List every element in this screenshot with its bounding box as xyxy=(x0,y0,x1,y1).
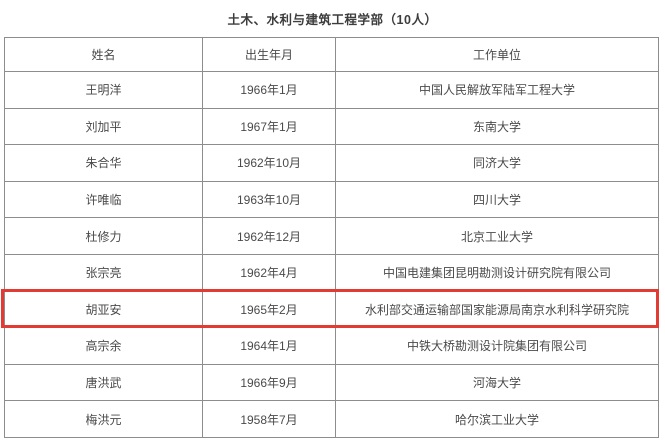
cell-org: 河海大学 xyxy=(335,363,659,402)
table-row: 梅洪元 1958年7月 哈尔滨工业大学 xyxy=(4,400,659,438)
cell-org: 中国人民解放军陆军工程大学 xyxy=(335,71,659,109)
table-row: 张宗亮 1962年4月 中国电建集团昆明勘测设计研究院有限公司 xyxy=(4,253,659,292)
table-row: 杜修力 1962年12月 北京工业大学 xyxy=(4,217,659,255)
cell-birth: 1966年1月 xyxy=(202,71,336,109)
cell-birth: 1967年1月 xyxy=(202,107,336,146)
cell-birth: 1962年4月 xyxy=(202,253,336,292)
cell-org: 哈尔滨工业大学 xyxy=(335,400,659,438)
table-row: 许唯临 1963年10月 四川大学 xyxy=(4,180,659,219)
cell-org: 同济大学 xyxy=(335,144,659,182)
cell-org: 中国电建集团昆明勘测设计研究院有限公司 xyxy=(335,253,659,292)
table-row: 王明洋 1966年1月 中国人民解放军陆军工程大学 xyxy=(4,71,659,109)
cell-birth: 1963年10月 xyxy=(202,180,336,219)
table-row: 高宗余 1964年1月 中铁大桥勘测设计院集团有限公司 xyxy=(4,327,659,365)
cell-birth: 1962年12月 xyxy=(202,217,336,255)
cell-org: 北京工业大学 xyxy=(335,217,659,255)
cell-name: 唐洪武 xyxy=(4,363,203,402)
cell-birth: 1965年2月 xyxy=(202,290,336,329)
cell-org: 东南大学 xyxy=(335,107,659,146)
cell-name: 杜修力 xyxy=(4,217,203,255)
cell-name: 朱合华 xyxy=(4,144,203,182)
page-title: 土木、水利与建筑工程学部（10人） xyxy=(227,13,438,27)
cell-org: 四川大学 xyxy=(335,180,659,219)
cell-name: 胡亚安 xyxy=(4,290,203,329)
members-table: 姓名 出生年月 工作单位 王明洋 1966年1月 中国人民解放军陆军工程大学 刘… xyxy=(4,37,659,438)
table-row: 朱合华 1962年10月 同济大学 xyxy=(4,144,659,182)
column-header-birth: 出生年月 xyxy=(202,37,336,72)
cell-birth: 1966年9月 xyxy=(202,363,336,402)
cell-name: 梅洪元 xyxy=(4,400,203,438)
cell-birth: 1964年1月 xyxy=(202,327,336,365)
cell-name: 刘加平 xyxy=(4,107,203,146)
cell-org: 中铁大桥勘测设计院集团有限公司 xyxy=(335,327,659,365)
table-header-row: 姓名 出生年月 工作单位 xyxy=(4,37,659,72)
cell-org: 水利部交通运输部国家能源局南京水利科学研究院 xyxy=(335,290,659,329)
table-row-highlighted: 胡亚安 1965年2月 水利部交通运输部国家能源局南京水利科学研究院 xyxy=(4,290,659,329)
column-header-name: 姓名 xyxy=(4,37,203,72)
cell-name: 王明洋 xyxy=(4,71,203,109)
table-row: 唐洪武 1966年9月 河海大学 xyxy=(4,363,659,402)
cell-birth: 1958年7月 xyxy=(202,400,336,438)
cell-name: 高宗余 xyxy=(4,327,203,365)
cell-name: 张宗亮 xyxy=(4,253,203,292)
cell-name: 许唯临 xyxy=(4,180,203,219)
table-row: 刘加平 1967年1月 东南大学 xyxy=(4,107,659,146)
cell-birth: 1962年10月 xyxy=(202,144,336,182)
column-header-org: 工作单位 xyxy=(335,37,659,72)
